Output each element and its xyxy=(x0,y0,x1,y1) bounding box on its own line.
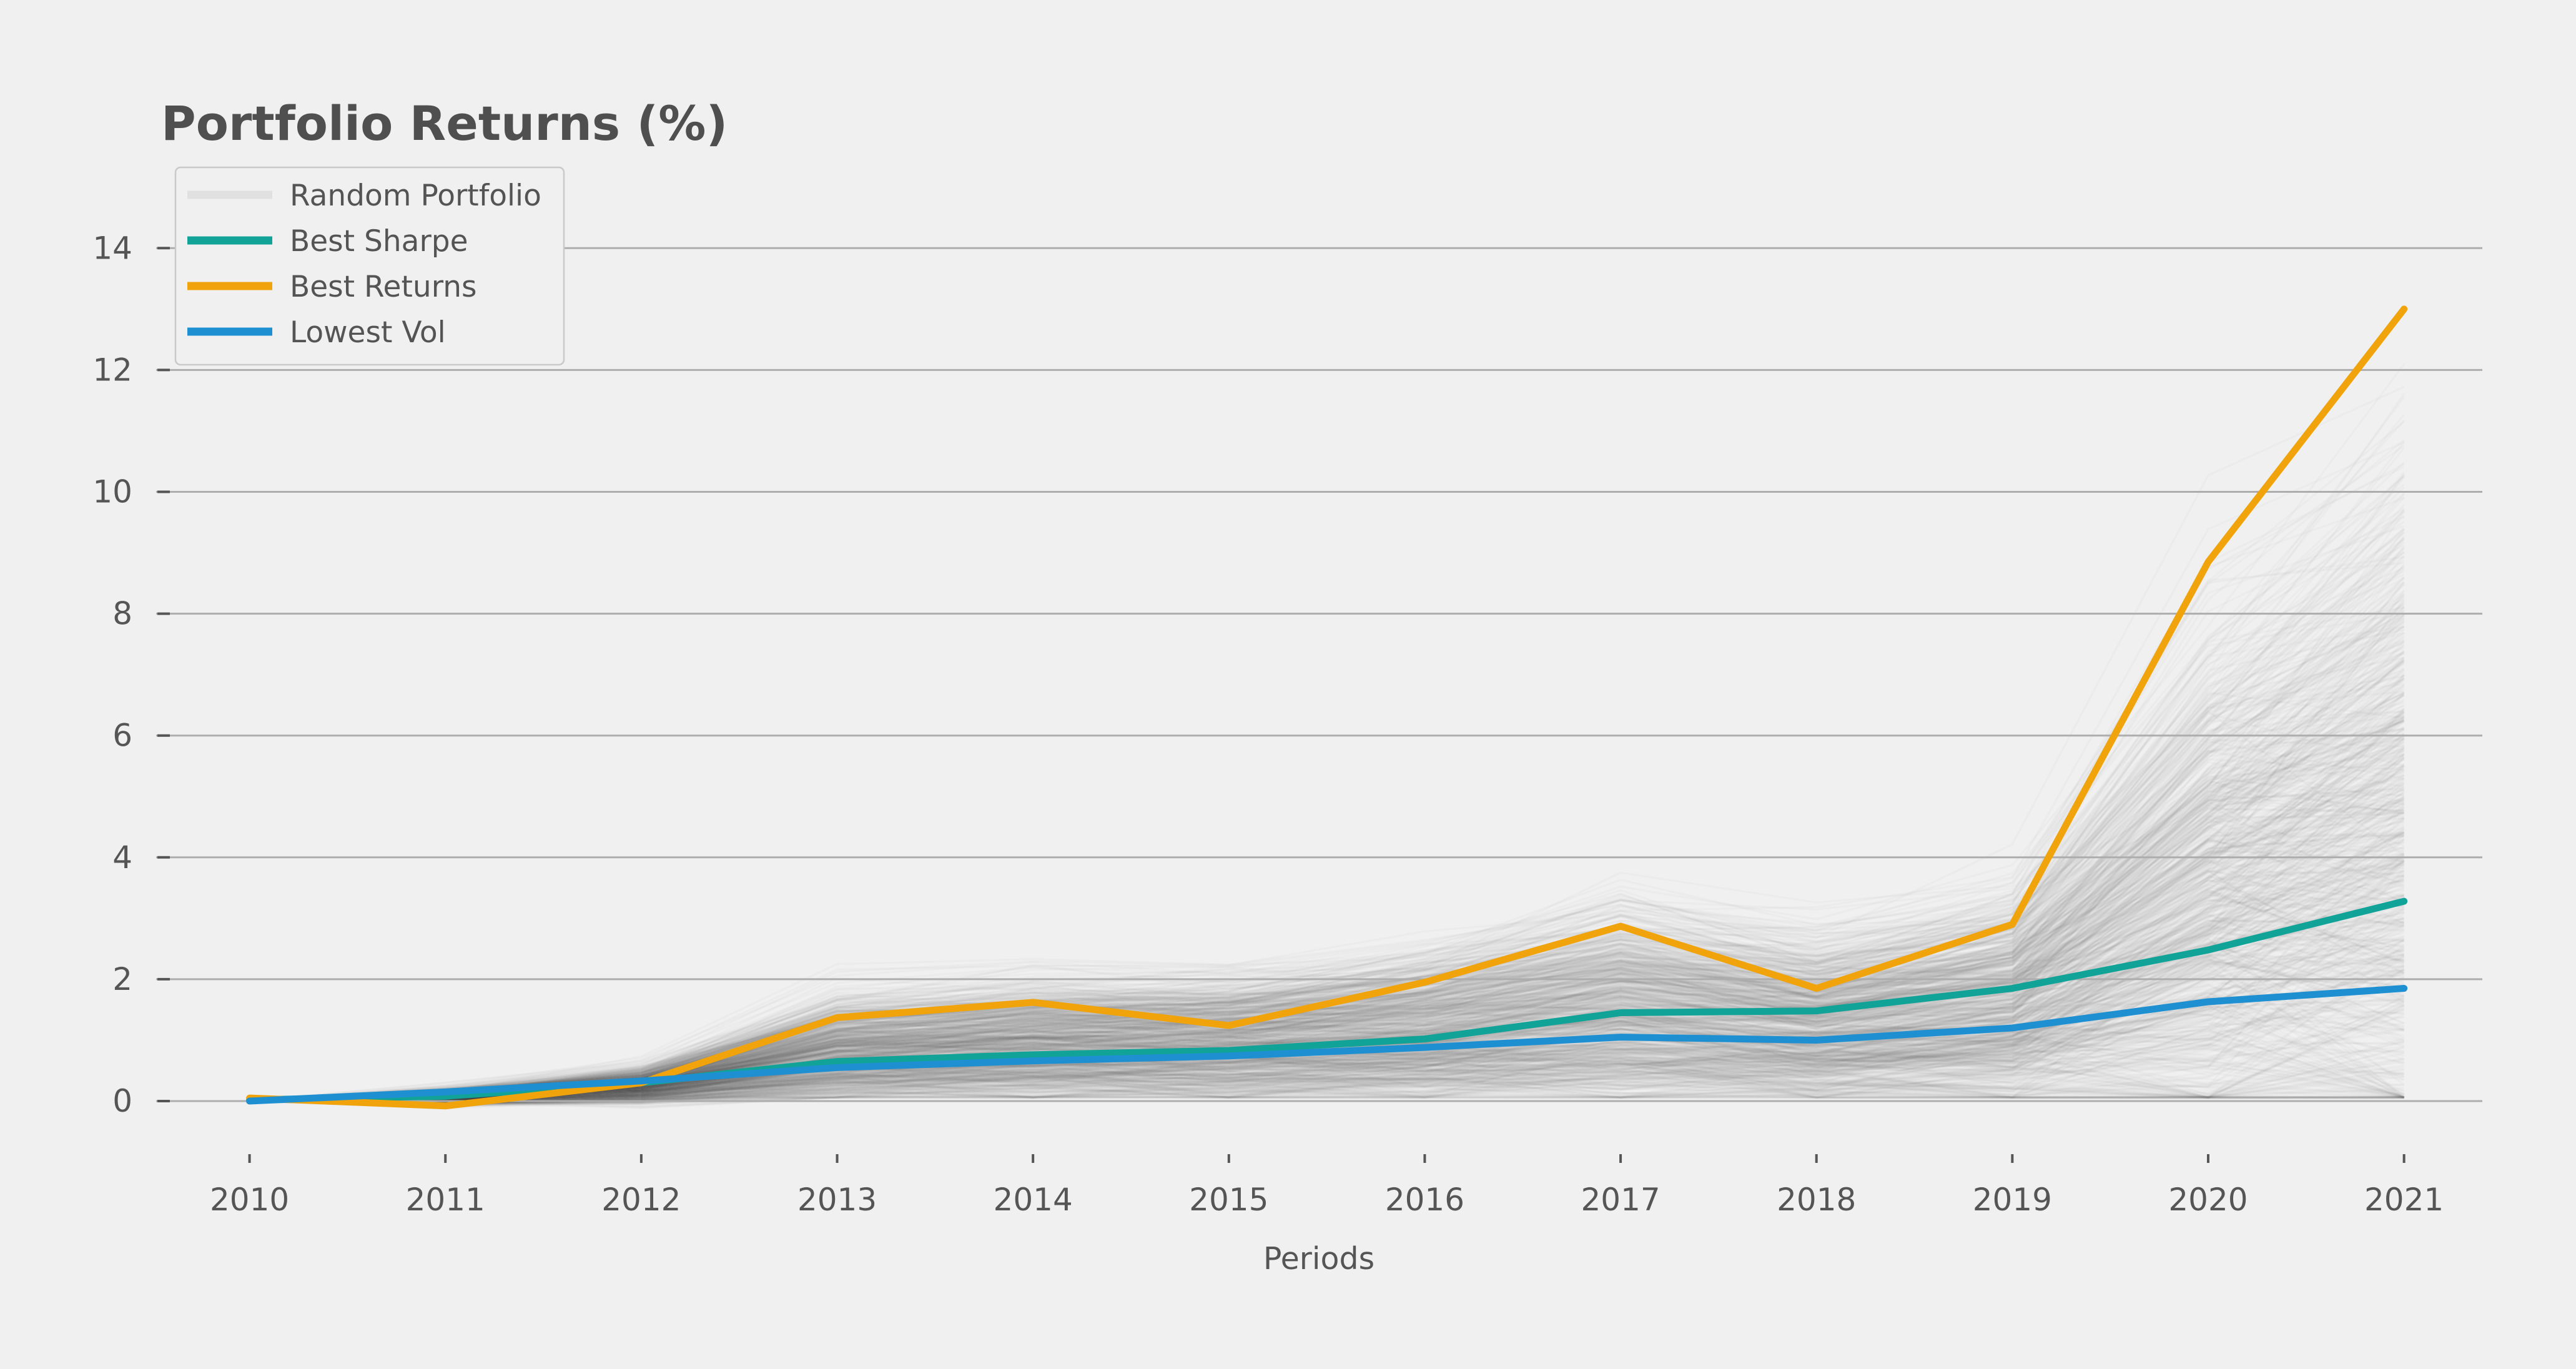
x-tick-label: 2012 xyxy=(601,1182,681,1218)
legend-label-best-sharpe: Best Sharpe xyxy=(290,224,468,259)
y-tick-label: 2 xyxy=(112,961,132,997)
x-tick-label: 2016 xyxy=(1385,1182,1464,1218)
legend-label-random-portfolio: Random Portfolio xyxy=(290,179,541,213)
x-tick-label: 2015 xyxy=(1189,1182,1268,1218)
x-axis-ticks: 2010 2011 2012 2013 2014 2015 2016 2017 2018 2019… xyxy=(210,1154,2444,1218)
y-tick-label: 0 xyxy=(112,1083,132,1119)
legend-item-best-sharpe: Best Sharpe xyxy=(187,224,468,259)
legend-label-lowest-vol: Lowest Vol xyxy=(290,315,446,350)
x-tick-label: 2017 xyxy=(1581,1182,1660,1218)
chart-title: Portfolio Returns (%) xyxy=(161,96,728,151)
gridlines xyxy=(156,247,2482,1102)
x-axis-label: Periods xyxy=(1263,1241,1374,1277)
y-tick-label: 4 xyxy=(112,839,132,876)
x-tick-label: 2018 xyxy=(1777,1182,1856,1218)
x-tick-label: 2021 xyxy=(2364,1182,2444,1218)
legend-item-best-returns: Best Returns xyxy=(187,270,476,304)
y-tick-label: 14 xyxy=(92,230,132,266)
legend-box xyxy=(174,166,565,366)
x-tick-label: 2010 xyxy=(210,1182,289,1218)
y-tick-label: 10 xyxy=(92,474,132,510)
series-lines xyxy=(246,305,2408,1110)
y-tick-label: 12 xyxy=(92,352,132,388)
y-tick-label: 6 xyxy=(112,718,132,754)
x-tick-label: 2014 xyxy=(994,1182,1073,1218)
x-tick-label: 2011 xyxy=(406,1182,485,1218)
x-tick-label: 2019 xyxy=(1973,1182,2052,1218)
series-line-best-returns xyxy=(246,305,2408,1110)
series-line-lowest-vol xyxy=(246,985,2408,1105)
y-tick-label: 8 xyxy=(112,596,132,632)
x-tick-label: 2020 xyxy=(2168,1182,2248,1218)
legend-label-best-returns: Best Returns xyxy=(290,270,476,304)
legend: Random Portfolio Best Sharpe Best Return… xyxy=(174,166,565,366)
legend-item-random-portfolio: Random Portfolio xyxy=(187,179,541,213)
legend-item-lowest-vol: Lowest Vol xyxy=(187,315,446,350)
x-tick-label: 2013 xyxy=(797,1182,877,1218)
y-axis-ticks: 0 2 4 6 8 10 12 14 xyxy=(92,230,170,1119)
